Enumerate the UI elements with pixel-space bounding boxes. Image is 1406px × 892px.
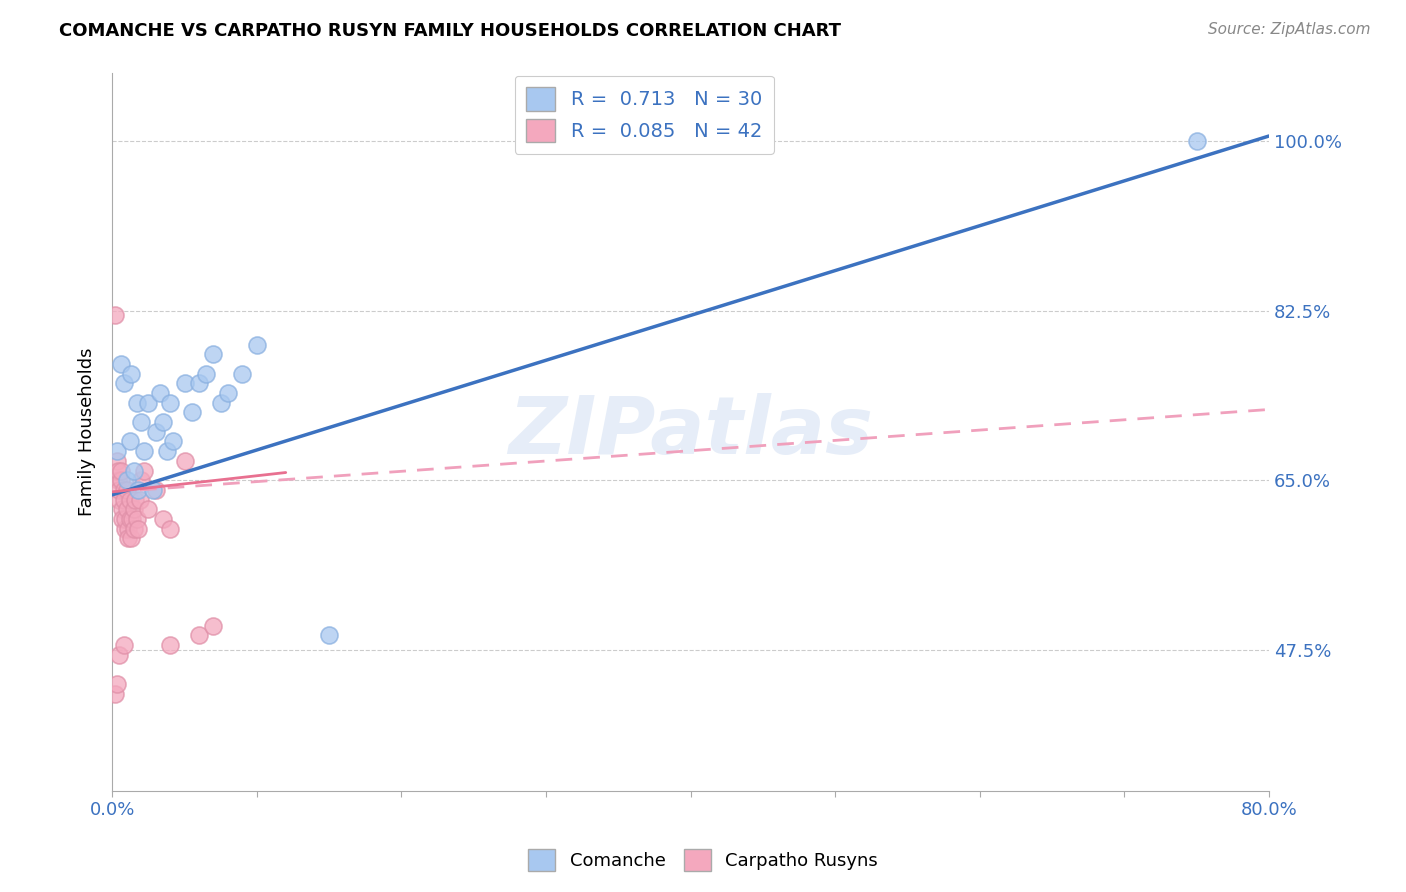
Point — [159, 638, 181, 652]
Point — [145, 425, 167, 439]
Point — [125, 512, 148, 526]
Point — [180, 405, 202, 419]
Point — [202, 347, 225, 361]
Point — [122, 502, 145, 516]
Point — [132, 464, 155, 478]
Point — [127, 483, 149, 497]
Point — [188, 376, 211, 391]
Point — [118, 434, 141, 449]
Point — [111, 502, 134, 516]
Point — [138, 502, 160, 516]
Point — [246, 337, 269, 351]
Point — [105, 454, 128, 468]
Point — [156, 444, 179, 458]
Point — [114, 522, 136, 536]
Point — [318, 628, 340, 642]
Point — [110, 473, 132, 487]
Point — [108, 483, 131, 497]
Point — [107, 473, 129, 487]
Y-axis label: Family Households: Family Households — [79, 348, 96, 516]
Point — [125, 395, 148, 409]
Point — [152, 512, 174, 526]
Point — [112, 376, 135, 391]
Point — [173, 454, 195, 468]
Point — [104, 309, 127, 323]
Point — [111, 512, 134, 526]
Point — [110, 464, 132, 478]
Point — [112, 492, 135, 507]
Point — [122, 464, 145, 478]
Point — [120, 367, 142, 381]
Point — [110, 357, 132, 371]
Point — [108, 492, 131, 507]
Point — [128, 492, 150, 507]
Point — [138, 395, 160, 409]
Point — [188, 628, 211, 642]
Point — [132, 444, 155, 458]
Point — [124, 492, 146, 507]
Point — [159, 395, 181, 409]
Point — [107, 464, 129, 478]
Point — [127, 522, 149, 536]
Text: Source: ZipAtlas.com: Source: ZipAtlas.com — [1208, 22, 1371, 37]
Point — [115, 483, 138, 497]
Point — [112, 483, 135, 497]
Point — [117, 522, 139, 536]
Point — [105, 677, 128, 691]
Point — [112, 638, 135, 652]
Point — [129, 415, 152, 429]
Point — [159, 522, 181, 536]
Point — [162, 434, 184, 449]
Point — [152, 415, 174, 429]
Point — [114, 512, 136, 526]
Point — [120, 532, 142, 546]
Legend: R =  0.713   N = 30, R =  0.085   N = 42: R = 0.713 N = 30, R = 0.085 N = 42 — [515, 76, 775, 154]
Text: COMANCHE VS CARPATHO RUSYN FAMILY HOUSEHOLDS CORRELATION CHART: COMANCHE VS CARPATHO RUSYN FAMILY HOUSEH… — [59, 22, 841, 40]
Point — [209, 395, 232, 409]
Point — [118, 492, 141, 507]
Point — [173, 376, 195, 391]
Point — [121, 512, 143, 526]
Point — [104, 687, 127, 701]
Text: ZIPatlas: ZIPatlas — [508, 392, 873, 471]
Point — [108, 648, 131, 662]
Point — [145, 483, 167, 497]
Point — [217, 386, 239, 401]
Point — [115, 473, 138, 487]
Point — [149, 386, 172, 401]
Point — [117, 532, 139, 546]
Point — [142, 483, 165, 497]
Point — [195, 367, 218, 381]
Point — [115, 502, 138, 516]
Point — [118, 512, 141, 526]
Point — [129, 473, 152, 487]
Point — [1185, 134, 1208, 148]
Point — [122, 522, 145, 536]
Point — [105, 444, 128, 458]
Point — [202, 619, 225, 633]
Point — [231, 367, 253, 381]
Legend: Comanche, Carpatho Rusyns: Comanche, Carpatho Rusyns — [520, 842, 886, 879]
